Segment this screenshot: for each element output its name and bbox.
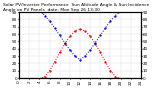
Text: Solar PV/Inverter Performance  Sun Altitude Angle & Sun Incidence Angle on PV Pa: Solar PV/Inverter Performance Sun Altitu… (3, 3, 150, 12)
